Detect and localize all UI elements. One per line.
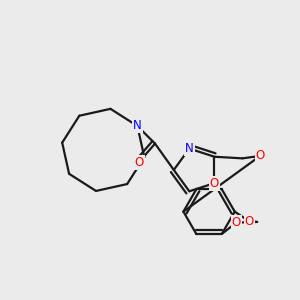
Text: O: O [256, 149, 265, 162]
Text: O: O [134, 156, 144, 169]
Text: N: N [185, 142, 194, 155]
Text: N: N [133, 119, 142, 133]
Text: O: O [232, 216, 241, 229]
Text: O: O [244, 215, 254, 228]
Text: O: O [210, 177, 219, 190]
